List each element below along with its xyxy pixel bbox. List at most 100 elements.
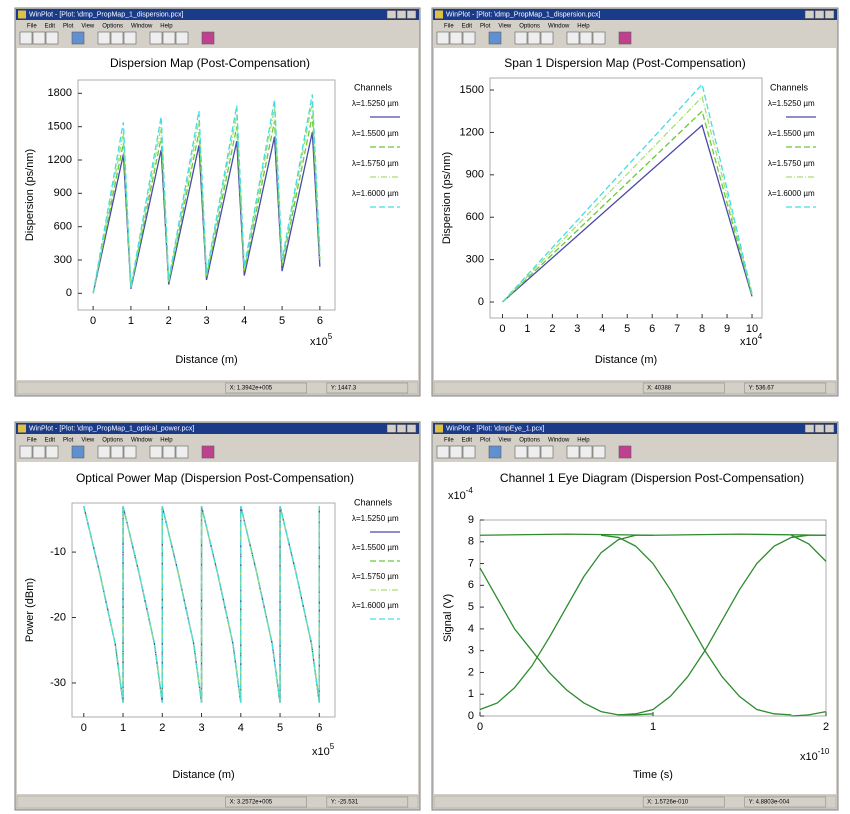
maximize-button[interactable] bbox=[396, 424, 407, 433]
toolbar-button[interactable] bbox=[527, 31, 541, 45]
toolbar-button[interactable] bbox=[71, 445, 85, 459]
menu-item[interactable]: Options bbox=[519, 24, 540, 30]
toolbar-button[interactable] bbox=[201, 31, 215, 45]
maximize-button[interactable] bbox=[814, 424, 825, 433]
menu-item[interactable]: Plot bbox=[480, 438, 491, 444]
y-axis-label: Dispersion (ps/nm) bbox=[24, 149, 36, 241]
minimize-button[interactable] bbox=[804, 424, 815, 433]
minimize-button[interactable] bbox=[386, 424, 397, 433]
menu-item[interactable]: Options bbox=[102, 24, 123, 30]
menu-item[interactable]: View bbox=[81, 438, 95, 444]
menu-item[interactable]: Window bbox=[548, 438, 570, 444]
menu-item[interactable]: Window bbox=[131, 24, 153, 30]
toolbar-button[interactable] bbox=[97, 445, 111, 459]
toolbar-button[interactable] bbox=[71, 31, 85, 45]
menu-item[interactable]: Edit bbox=[45, 24, 56, 30]
toolbar-button[interactable] bbox=[566, 31, 580, 45]
close-button[interactable] bbox=[406, 424, 417, 433]
toolbar-button[interactable] bbox=[540, 31, 554, 45]
window-title: WinPlot - [Plot: \dmp_PropMap_1_dispersi… bbox=[446, 11, 601, 18]
toolbar-button[interactable] bbox=[110, 31, 124, 45]
toolbar-button[interactable] bbox=[514, 445, 528, 459]
toolbar-button[interactable] bbox=[149, 31, 163, 45]
y-tick-label: 3 bbox=[468, 645, 474, 657]
minimize-button[interactable] bbox=[386, 10, 397, 19]
menu-item[interactable]: Plot bbox=[480, 24, 491, 30]
toolbar-button[interactable] bbox=[149, 445, 163, 459]
status-field bbox=[326, 796, 409, 808]
toolbar-button[interactable] bbox=[162, 445, 176, 459]
toolbar-button[interactable] bbox=[618, 445, 632, 459]
toolbar-button[interactable] bbox=[462, 31, 476, 45]
toolbar-button[interactable] bbox=[19, 445, 33, 459]
y-axis-label: Signal (V) bbox=[442, 594, 454, 642]
toolbar-button[interactable] bbox=[488, 31, 502, 45]
toolbar-button[interactable] bbox=[579, 445, 593, 459]
toolbar-button[interactable] bbox=[579, 31, 593, 45]
y-tick-label: -20 bbox=[50, 611, 66, 623]
menu-item[interactable]: Edit bbox=[462, 24, 473, 30]
menu-item[interactable]: Plot bbox=[63, 24, 74, 30]
menu-item[interactable]: File bbox=[27, 24, 37, 30]
legend-label: λ=1.5250 µm bbox=[352, 99, 399, 108]
menu-item[interactable]: Help bbox=[577, 24, 590, 30]
toolbar-button[interactable] bbox=[19, 31, 33, 45]
plot-frame bbox=[489, 77, 763, 319]
toolbar-button[interactable] bbox=[618, 31, 632, 45]
toolbar-button[interactable] bbox=[201, 445, 215, 459]
series-line bbox=[92, 94, 321, 294]
toolbar-button[interactable] bbox=[527, 445, 541, 459]
toolbar-button[interactable] bbox=[566, 445, 580, 459]
toolbar-button[interactable] bbox=[123, 445, 137, 459]
toolbar-button[interactable] bbox=[32, 31, 46, 45]
menu-item[interactable]: File bbox=[444, 24, 454, 30]
menu-item[interactable]: Help bbox=[577, 438, 590, 444]
menu-item[interactable]: Plot bbox=[63, 438, 74, 444]
toolbar-button[interactable] bbox=[514, 31, 528, 45]
multiplier-exponent: 5 bbox=[330, 742, 335, 751]
toolbar-button[interactable] bbox=[45, 31, 59, 45]
toolbar-button[interactable] bbox=[462, 445, 476, 459]
menu-item[interactable]: View bbox=[498, 24, 512, 30]
menu-item[interactable]: View bbox=[81, 24, 95, 30]
minimize-button[interactable] bbox=[804, 10, 815, 19]
toolbar-button[interactable] bbox=[110, 445, 124, 459]
close-button[interactable] bbox=[406, 10, 417, 19]
menu-item[interactable]: Edit bbox=[462, 438, 473, 444]
x-axis-label: Distance (m) bbox=[175, 354, 237, 366]
menu-item[interactable]: Help bbox=[160, 438, 173, 444]
menu-item[interactable]: View bbox=[498, 438, 512, 444]
x-tick-label: 6 bbox=[317, 315, 323, 327]
toolbar-button[interactable] bbox=[175, 31, 189, 45]
menu-item[interactable]: Edit bbox=[45, 438, 56, 444]
maximize-button[interactable] bbox=[396, 10, 407, 19]
toolbar-button[interactable] bbox=[97, 31, 111, 45]
toolbar-button[interactable] bbox=[488, 445, 502, 459]
menu-item[interactable]: Help bbox=[160, 24, 173, 30]
menu-item[interactable]: Options bbox=[519, 438, 540, 444]
menu-item[interactable]: Window bbox=[131, 438, 153, 444]
toolbar-button[interactable] bbox=[449, 31, 463, 45]
x-tick-label: 5 bbox=[279, 315, 285, 327]
close-button[interactable] bbox=[824, 424, 835, 433]
y-tick-label: 1500 bbox=[460, 84, 484, 96]
toolbar-button[interactable] bbox=[162, 31, 176, 45]
toolbar-button[interactable] bbox=[592, 31, 606, 45]
menu-item[interactable]: Options bbox=[102, 438, 123, 444]
toolbar-button[interactable] bbox=[449, 445, 463, 459]
toolbar-button[interactable] bbox=[32, 445, 46, 459]
toolbar-button[interactable] bbox=[45, 445, 59, 459]
menu-item[interactable]: Window bbox=[548, 24, 570, 30]
window-title: WinPlot - [Plot: \dmp_PropMap_1_optical_… bbox=[29, 425, 194, 432]
menu-item[interactable]: File bbox=[444, 438, 454, 444]
close-button[interactable] bbox=[824, 10, 835, 19]
maximize-button[interactable] bbox=[814, 10, 825, 19]
toolbar-button[interactable] bbox=[175, 445, 189, 459]
toolbar-button[interactable] bbox=[123, 31, 137, 45]
legend-title: Channels bbox=[354, 82, 393, 92]
toolbar-button[interactable] bbox=[436, 445, 450, 459]
toolbar-button[interactable] bbox=[592, 445, 606, 459]
menu-item[interactable]: File bbox=[27, 438, 37, 444]
toolbar-button[interactable] bbox=[436, 31, 450, 45]
toolbar-button[interactable] bbox=[540, 445, 554, 459]
